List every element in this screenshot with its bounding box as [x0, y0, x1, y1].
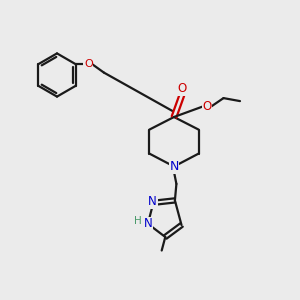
Text: N: N: [148, 195, 157, 208]
Text: N: N: [143, 217, 152, 230]
Text: O: O: [84, 59, 93, 69]
Text: H: H: [134, 216, 142, 226]
Text: N: N: [169, 160, 179, 173]
Text: O: O: [178, 82, 187, 95]
Text: O: O: [202, 100, 211, 113]
